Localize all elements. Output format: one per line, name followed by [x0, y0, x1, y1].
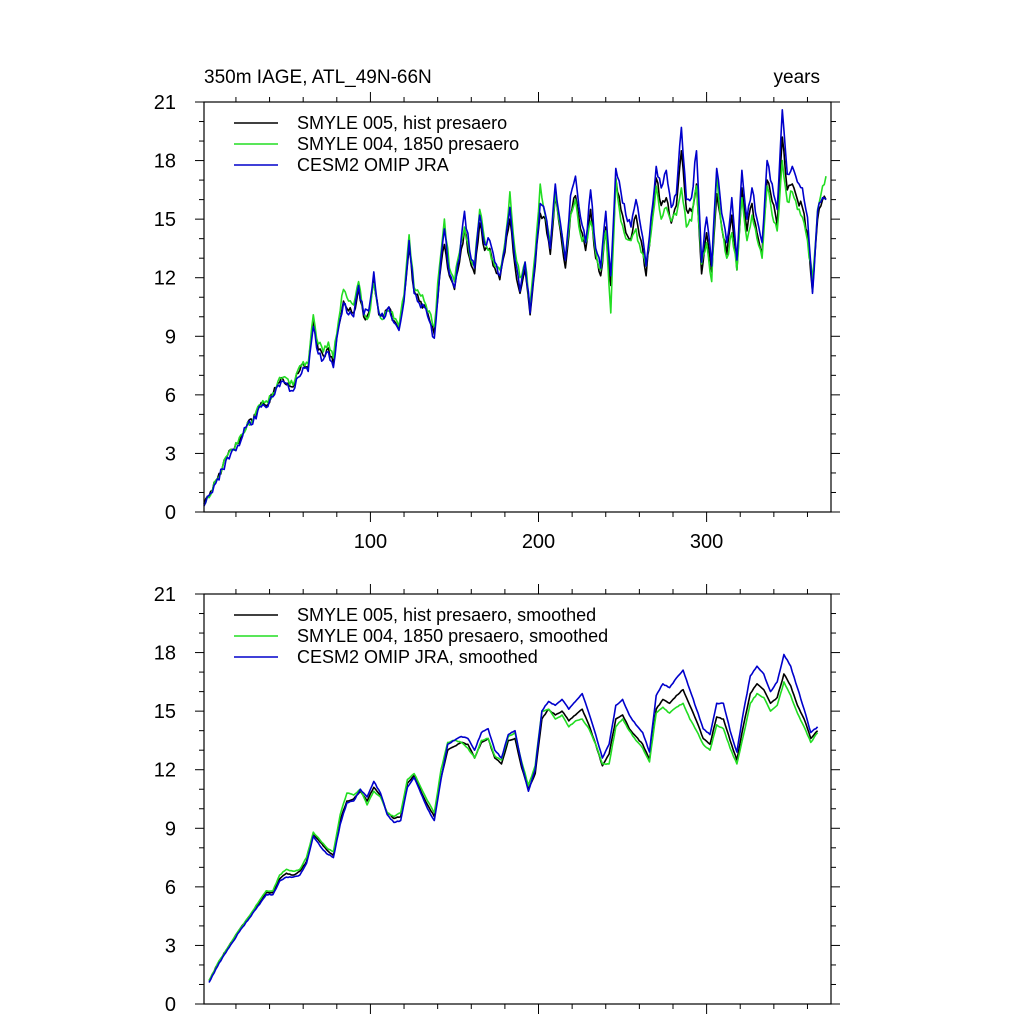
legend-label: SMYLE 005, hist presaero [297, 113, 507, 133]
x-tick-label: 300 [690, 531, 723, 553]
y-tick-label: 0 [165, 502, 176, 524]
chart-title: 350m IAGE, ATL_49N-66N [204, 67, 432, 88]
bottom-plot-frame [203, 593, 832, 1005]
y-tick-label: 0 [165, 994, 176, 1016]
top-series [203, 109, 827, 507]
series-line-3 [203, 109, 827, 507]
y-tick-label: 3 [165, 443, 176, 465]
x-tick-label: 200 [522, 531, 555, 553]
bottom-legend: SMYLE 005, hist presaero, smoothedSMYLE … [234, 605, 608, 667]
y-tick-label: 9 [165, 818, 176, 840]
y-tick-label: 18 [154, 151, 176, 173]
y-tick-label: 15 [154, 701, 176, 723]
y-tick-label: 21 [154, 584, 176, 606]
y-tick-label: 12 [154, 268, 176, 290]
y-tick-label: 12 [154, 760, 176, 782]
y-tick-label: 15 [154, 209, 176, 231]
top-panel: 0 3 6 9 12 15 18 21 100 200 300 SMYLE 005, hist pr… [154, 92, 840, 553]
series-line-1 [203, 136, 827, 505]
legend-label: SMYLE 004, 1850 presaero [297, 134, 519, 154]
series-line-1 [208, 673, 819, 982]
bottom-ticks: 0 3 6 9 12 15 18 21 [154, 584, 840, 1016]
legend-label: SMYLE 005, hist presaero, smoothed [297, 605, 596, 625]
y-tick-label: 6 [165, 877, 176, 899]
bottom-panel: 0 3 6 9 12 15 18 21 SMYLE 005, hist presaero, s… [154, 584, 840, 1016]
top-plot-frame [203, 101, 832, 513]
legend-label: CESM2 OMIP JRA [297, 155, 449, 175]
units-label: years [774, 67, 820, 88]
series-line-3 [208, 653, 819, 983]
legend-label: CESM2 OMIP JRA, smoothed [297, 647, 538, 667]
y-tick-label: 18 [154, 643, 176, 665]
y-tick-label: 21 [154, 92, 176, 114]
y-tick-label: 6 [165, 385, 176, 407]
bottom-series [208, 653, 819, 983]
series-line-2 [203, 159, 827, 505]
top-ticks: 0 3 6 9 12 15 18 21 100 200 300 [154, 92, 840, 553]
legend-label: SMYLE 004, 1850 presaero, smoothed [297, 626, 608, 646]
series-line-2 [208, 681, 819, 981]
y-tick-label: 9 [165, 326, 176, 348]
x-tick-label: 100 [354, 531, 387, 553]
y-tick-label: 3 [165, 935, 176, 957]
